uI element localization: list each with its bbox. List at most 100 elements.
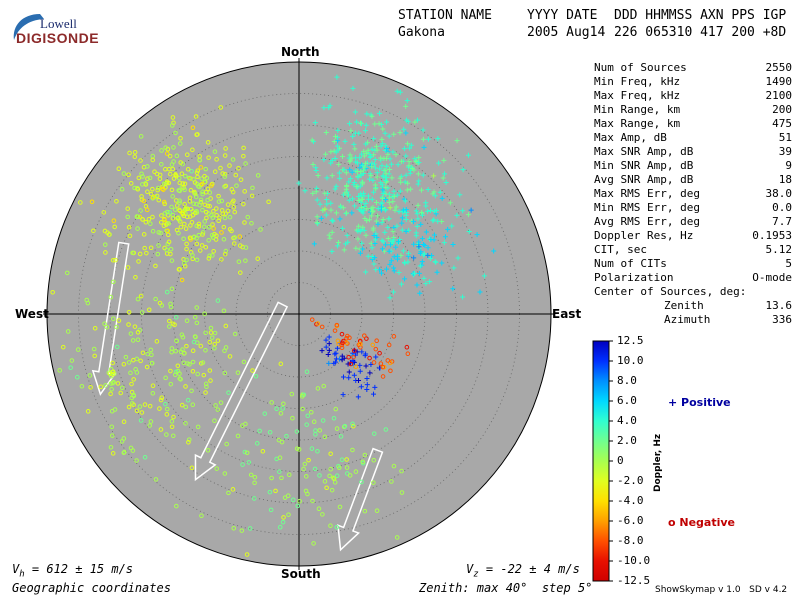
stat-label: Num of Sources — [594, 61, 687, 74]
negative-source-point — [296, 447, 302, 452]
positive-source-point — [393, 204, 399, 210]
negative-source-point — [79, 383, 85, 389]
negative-source-point — [85, 409, 91, 414]
positive-source-point — [353, 245, 359, 251]
negative-source-point — [362, 333, 367, 338]
positive-source-point — [376, 121, 382, 127]
negative-source-point — [189, 388, 194, 394]
negative-source-point — [340, 340, 345, 346]
negative-source-point — [104, 324, 110, 330]
negative-source-point — [144, 207, 150, 213]
positive-source-point — [365, 196, 371, 202]
negative-source-point — [198, 197, 204, 203]
negative-source-point — [269, 475, 274, 481]
negative-source-point — [191, 234, 197, 240]
negative-source-point — [353, 469, 359, 474]
negative-source-point — [203, 330, 208, 336]
negative-source-point — [290, 415, 295, 421]
negative-source-point — [203, 189, 209, 195]
positive-source-point — [359, 196, 365, 202]
positive-source-point — [392, 207, 398, 213]
positive-source-point — [380, 195, 386, 201]
positive-source-point — [390, 199, 396, 205]
positive-source-point — [372, 182, 378, 188]
positive-source-point — [383, 171, 389, 177]
negative-source-point — [319, 324, 325, 330]
positive-source-point — [420, 172, 426, 178]
negative-source-point — [137, 404, 143, 409]
positive-source-point — [383, 197, 389, 203]
negative-source-point — [269, 400, 274, 405]
stat-label: Min Range, km — [594, 103, 681, 116]
negative-source-point — [235, 370, 241, 375]
negative-source-point — [114, 344, 120, 350]
negative-source-point — [171, 145, 176, 150]
positive-source-point — [361, 190, 367, 196]
negative-source-point — [203, 347, 208, 353]
negative-source-point — [227, 163, 232, 168]
negative-source-point — [126, 322, 131, 327]
negative-source-point — [133, 367, 138, 372]
positive-source-point — [328, 149, 334, 155]
negative-source-point — [177, 371, 182, 376]
positive-source-point — [414, 282, 420, 288]
negative-source-point — [192, 314, 198, 320]
negative-source-point — [147, 403, 153, 409]
positive-source-point — [454, 212, 460, 218]
negative-source-point — [171, 159, 176, 164]
negative-source-point — [330, 475, 336, 481]
positive-source-point — [380, 187, 386, 193]
negative-source-point — [182, 201, 187, 207]
negative-source-point — [327, 473, 332, 479]
negative-source-point — [125, 206, 130, 211]
positive-source-point — [430, 218, 436, 224]
negative-source-point — [315, 386, 321, 391]
positive-source-point — [420, 136, 426, 142]
negative-source-point — [344, 457, 349, 462]
negative-source-point — [232, 235, 238, 240]
negative-source-point — [181, 236, 186, 242]
negative-source-point — [222, 215, 228, 221]
positive-source-point — [433, 259, 439, 265]
positive-source-point — [385, 224, 391, 230]
negative-source-point — [226, 490, 231, 496]
positive-source-point — [337, 175, 343, 181]
negative-source-point — [145, 164, 150, 169]
negative-source-point — [252, 474, 258, 480]
negative-source-point — [206, 155, 211, 160]
negative-source-point — [106, 232, 112, 237]
positive-source-point — [309, 137, 315, 143]
negative-source-point — [305, 413, 311, 419]
negative-source-point — [174, 227, 180, 233]
negative-source-point — [374, 338, 379, 344]
negative-source-point — [188, 187, 194, 193]
header-date-label: YYYY DATE — [527, 8, 598, 23]
positive-source-point — [359, 208, 365, 214]
negative-source-point — [177, 188, 183, 194]
negative-source-point — [98, 384, 104, 390]
positive-source-point — [335, 127, 341, 133]
positive-source-point — [415, 202, 421, 208]
negative-source-point — [277, 524, 283, 530]
negative-source-point — [179, 332, 185, 338]
positive-source-point — [436, 160, 442, 166]
center-title: Center of Sources, deg: — [594, 285, 747, 298]
positive-source-point — [339, 225, 345, 231]
negative-source-point — [344, 336, 349, 341]
negative-source-point — [183, 173, 188, 179]
negative-source-point — [207, 368, 213, 373]
negative-source-point — [227, 354, 233, 359]
positive-source-point — [414, 223, 420, 229]
negative-source-point — [312, 466, 318, 472]
negative-source-point — [388, 368, 393, 374]
positive-source-point — [350, 133, 356, 139]
negative-source-point — [371, 457, 377, 463]
negative-source-point — [60, 344, 66, 350]
positive-source-point — [397, 188, 403, 194]
negative-source-point — [102, 321, 107, 327]
negative-source-point — [135, 214, 141, 220]
negative-source-point — [169, 286, 175, 292]
negative-source-point — [238, 177, 244, 182]
negative-source-point — [258, 227, 263, 232]
positive-source-point — [387, 205, 393, 211]
